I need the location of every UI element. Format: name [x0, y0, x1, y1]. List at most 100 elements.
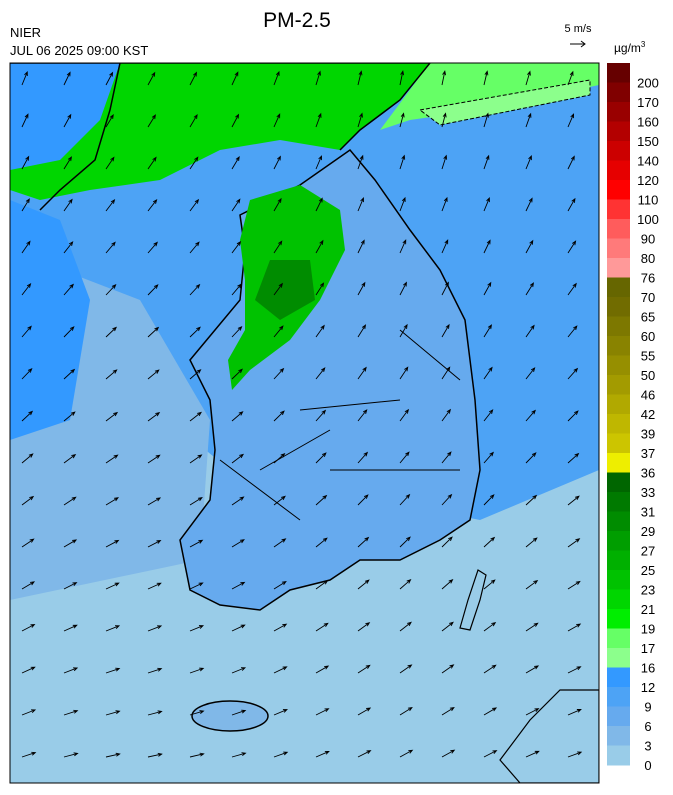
colorbar-bin [607, 219, 630, 239]
wind-arrow [399, 323, 408, 338]
wind-arrow [189, 454, 203, 464]
wind-arrow [483, 579, 496, 590]
wind-arrow [273, 155, 281, 170]
colorbar-bin [607, 472, 630, 493]
wind-arrow [63, 326, 75, 338]
colorbar: 2001701601501401201101009080767065605550… [607, 63, 659, 773]
wind-arrow [441, 239, 449, 254]
wind-arrow [567, 197, 576, 212]
wind-arrow [357, 622, 371, 632]
colorbar-bin [607, 63, 630, 83]
west-sea-dark [10, 200, 90, 440]
wind-arrow [231, 496, 245, 506]
wind-arrow [105, 710, 121, 716]
colorbar-bin [607, 648, 630, 668]
wind-arrow [231, 624, 246, 632]
colorbar-label: 46 [641, 388, 655, 403]
wind-arrow [21, 70, 28, 86]
wind-arrow [357, 197, 364, 212]
wind-arrow [315, 494, 328, 506]
colorbar-label: 19 [641, 622, 655, 637]
colorbar-label: 27 [641, 544, 655, 559]
wind-arrow [147, 199, 158, 212]
wind-arrow [105, 114, 114, 128]
wind-arrow [483, 281, 492, 296]
wind-arrow [399, 536, 411, 548]
wind-arrow [399, 451, 410, 464]
wind-arrow [63, 453, 77, 464]
wind-arrow [231, 709, 247, 716]
wind-arrow [189, 497, 203, 506]
wind-arrow [21, 325, 32, 338]
colorbar-bin [607, 199, 630, 220]
wind-arrow [399, 112, 405, 128]
colorbar-bin [607, 667, 630, 688]
wind-arrow [441, 154, 448, 170]
colorbar-bin [607, 394, 630, 415]
wind-arrow [189, 198, 200, 212]
wind-arrow [273, 666, 288, 674]
title: PM-2.5 [263, 9, 331, 32]
wind-arrow [483, 664, 497, 674]
wind-arrow [315, 665, 330, 674]
wind-arrow [441, 112, 447, 128]
wind-arrow [483, 70, 489, 86]
wind-arrow [231, 368, 243, 380]
wind-arrow [231, 155, 240, 170]
unit-exponent: 3 [641, 40, 646, 49]
datetime: JUL 06 2025 09:00 KST [10, 43, 148, 58]
colorbar-bin [607, 589, 630, 610]
wind-arrow [147, 411, 161, 422]
wind-arrow [525, 239, 534, 254]
wind-arrow [441, 366, 451, 380]
wind-arrow [483, 154, 490, 170]
wind-arrow [315, 239, 324, 254]
wind-arrow [483, 621, 497, 632]
colorbar-label: 42 [641, 407, 655, 422]
wind-arrow [231, 411, 244, 422]
wind-arrow [147, 284, 159, 296]
colorbar-label: 39 [641, 427, 655, 442]
jeju [191, 700, 269, 732]
colorbar-bin [607, 102, 630, 122]
wind-arrow [525, 665, 540, 674]
wind-arrow [63, 496, 77, 506]
colorbar-label: 6 [644, 719, 651, 734]
colorbar-label: 50 [641, 368, 655, 383]
wind-arrow [315, 622, 329, 632]
wind-arrow [105, 156, 115, 170]
colorbar-bin [607, 297, 630, 317]
colorbar-label: 200 [637, 76, 659, 91]
wind-arrow [189, 326, 201, 338]
wind-arrow [567, 113, 575, 128]
wind-arrow [147, 752, 163, 758]
wind-arrow [357, 281, 366, 296]
wind-arrow [21, 623, 36, 632]
wind-arrow [357, 536, 370, 548]
colorbar-label: 3 [644, 739, 651, 754]
colorbar-bin [607, 82, 630, 103]
colorbar-bin [607, 492, 630, 512]
wind-arrow [525, 537, 538, 548]
wind-arrow [189, 582, 204, 590]
wind-arrow [525, 452, 537, 464]
wind-arrow [441, 579, 454, 590]
wind-arrow [63, 539, 78, 548]
wind-arrow [21, 282, 32, 296]
colorbar-label: 76 [641, 271, 655, 286]
wind-arrow [525, 409, 536, 422]
colorbar-bin [607, 453, 630, 473]
colorbar-label: 37 [641, 446, 655, 461]
wind-arrow [273, 709, 288, 716]
wind-arrow [357, 239, 365, 254]
wind-arrow [231, 667, 247, 674]
colorbar-label: 17 [641, 641, 655, 656]
wind-arrow [63, 368, 76, 380]
wind-arrow [21, 666, 36, 674]
wind-arrow [441, 621, 454, 632]
colorbar-bin [607, 706, 630, 727]
wind-arrow [315, 452, 327, 464]
wind-arrow [147, 156, 157, 170]
wind-scale-arrow [570, 40, 586, 48]
colorbar-label: 90 [641, 232, 655, 247]
